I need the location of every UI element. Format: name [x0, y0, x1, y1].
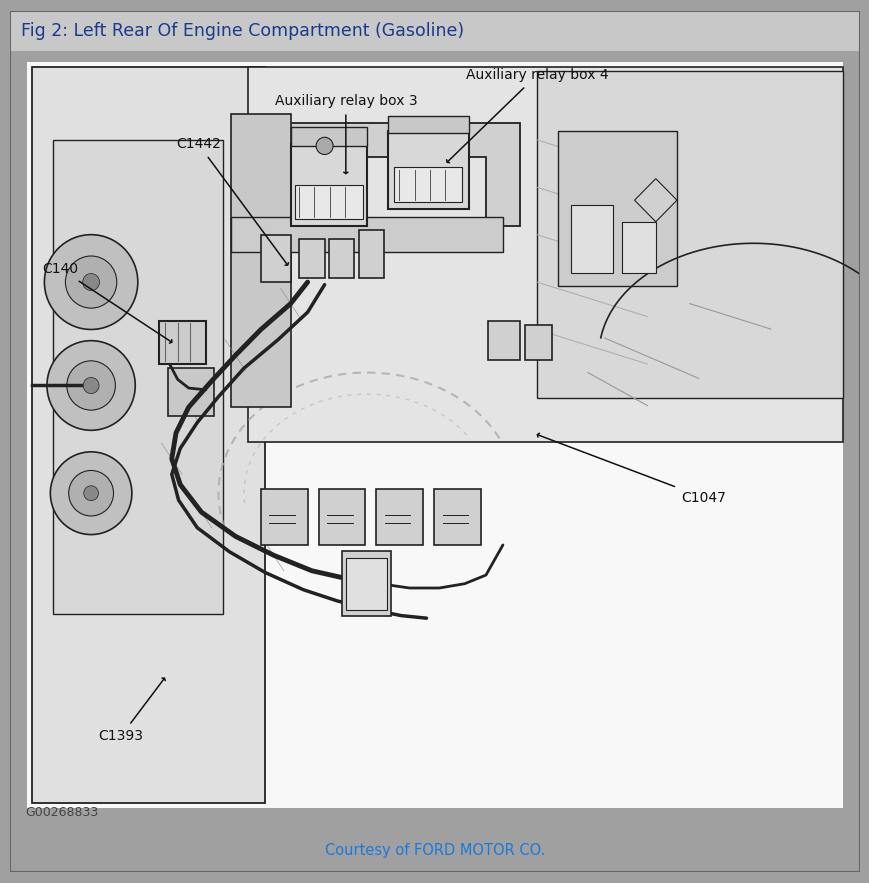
- Bar: [394, 168, 461, 202]
- Circle shape: [44, 235, 137, 329]
- Bar: [524, 325, 552, 359]
- Circle shape: [83, 274, 99, 291]
- Circle shape: [83, 486, 98, 501]
- Bar: [10, 11, 859, 51]
- Bar: [53, 140, 222, 614]
- Bar: [295, 185, 362, 219]
- Polygon shape: [634, 178, 676, 222]
- Bar: [231, 114, 290, 407]
- Text: C1047: C1047: [537, 434, 726, 504]
- Text: Fig 2: Left Rear Of Engine Compartment (Gasoline): Fig 2: Left Rear Of Engine Compartment (…: [21, 22, 463, 40]
- Bar: [290, 127, 367, 146]
- Circle shape: [50, 452, 132, 534]
- Text: Auxiliary relay box 4: Auxiliary relay box 4: [446, 68, 607, 162]
- Bar: [168, 368, 214, 416]
- Bar: [388, 132, 468, 208]
- Circle shape: [67, 361, 116, 410]
- Bar: [328, 239, 354, 278]
- Circle shape: [65, 256, 116, 308]
- Bar: [290, 144, 367, 226]
- Bar: [261, 235, 290, 282]
- Bar: [318, 489, 365, 545]
- Bar: [434, 489, 481, 545]
- Bar: [388, 116, 468, 133]
- Text: Auxiliary relay box 3: Auxiliary relay box 3: [275, 94, 416, 174]
- Bar: [342, 551, 390, 615]
- Bar: [570, 205, 613, 274]
- Text: C1442: C1442: [176, 137, 289, 265]
- Bar: [488, 321, 520, 359]
- Polygon shape: [248, 66, 841, 442]
- Bar: [558, 132, 676, 286]
- Polygon shape: [536, 71, 841, 398]
- Bar: [261, 489, 308, 545]
- Bar: [159, 321, 205, 364]
- Circle shape: [69, 471, 113, 516]
- Text: G00268833: G00268833: [26, 806, 99, 819]
- Bar: [231, 217, 502, 252]
- Polygon shape: [31, 66, 265, 804]
- Bar: [346, 558, 386, 609]
- Bar: [358, 230, 383, 278]
- Circle shape: [315, 137, 333, 155]
- Bar: [376, 489, 422, 545]
- Text: Courtesy of FORD MOTOR CO.: Courtesy of FORD MOTOR CO.: [324, 843, 545, 858]
- Polygon shape: [248, 123, 520, 389]
- Bar: [299, 239, 324, 278]
- Text: C1393: C1393: [98, 678, 165, 743]
- Circle shape: [47, 341, 135, 430]
- Bar: [621, 222, 655, 274]
- Text: C140: C140: [43, 262, 171, 343]
- Bar: [28, 63, 841, 808]
- Circle shape: [83, 377, 99, 394]
